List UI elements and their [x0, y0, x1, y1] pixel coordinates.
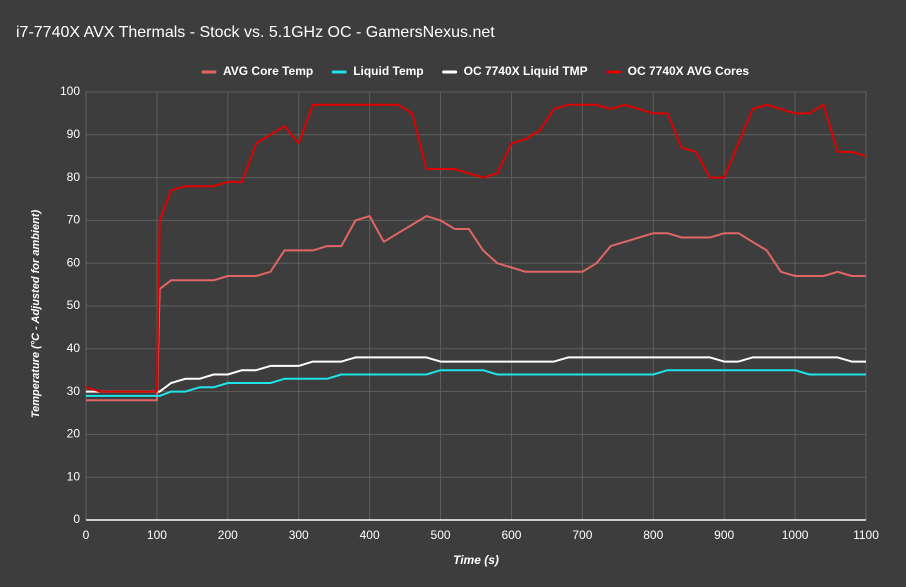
line-series: [86, 215, 866, 402]
x-axis-label: Time (s): [453, 553, 499, 567]
line-series: [86, 356, 866, 393]
y-tick-label: 60: [67, 255, 81, 269]
y-tick-label: 30: [67, 384, 81, 398]
y-tick-label: 0: [73, 512, 80, 526]
x-tick-label: 700: [572, 528, 592, 542]
y-tick-label: 20: [67, 427, 81, 441]
y-tick-label: 50: [67, 298, 81, 312]
x-tick-label: 900: [714, 528, 734, 542]
chart-title: i7-7740X AVX Thermals - Stock vs. 5.1GHz…: [16, 24, 495, 41]
x-tick-label: 0: [83, 528, 90, 542]
line-series: [85, 103, 867, 393]
y-axis-label: Temperature (°C - Adjusted for ambient): [30, 210, 42, 419]
x-tick-label: 600: [501, 528, 521, 542]
y-tick-label: 70: [67, 213, 81, 227]
y-tick-label: 100: [60, 84, 80, 98]
legend-label: OC 7740X Liquid TMP: [464, 64, 588, 78]
legend-label: AVG Core Temp: [223, 64, 313, 78]
x-tick-label: 400: [360, 528, 380, 542]
legend: AVG Core Temp Liquid Temp OC 7740X Liquid …: [201, 64, 750, 78]
y-tick-label: 40: [67, 341, 81, 355]
y-tick-label: 10: [67, 469, 81, 483]
y-tick-label: 90: [67, 127, 81, 141]
x-tick-label: 1000: [782, 528, 809, 542]
line-series: [86, 369, 866, 397]
y-tick-label: 80: [67, 170, 81, 184]
x-tick-label: 300: [289, 528, 309, 542]
x-tick-label: 100: [147, 528, 167, 542]
legend-label: Liquid Temp: [353, 64, 423, 78]
x-tick-label: 800: [643, 528, 663, 542]
x-tick-label: 200: [218, 528, 238, 542]
x-tick-label: 1100: [853, 528, 879, 542]
x-tick-label: 500: [431, 528, 451, 542]
legend-label: OC 7740X AVG Cores: [628, 64, 750, 78]
